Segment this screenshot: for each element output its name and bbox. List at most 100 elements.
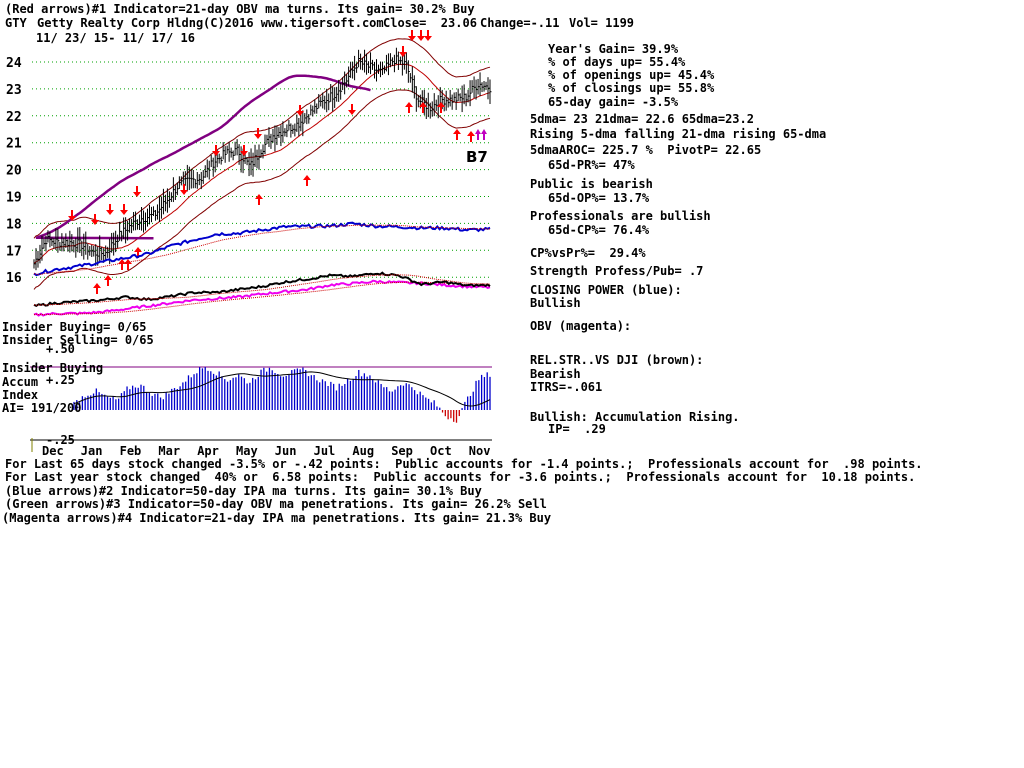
obv-label: OBV (magenta): (530, 319, 632, 333)
tick-label-20: 20 (6, 164, 22, 179)
sell-arrow-head (424, 36, 432, 41)
buy-arrow-head (104, 275, 112, 280)
insider-buying-label: Insider Buying (2, 361, 104, 375)
month-label-nov: Nov (469, 444, 491, 458)
month-label-sep: Sep (391, 444, 413, 458)
relstr-label: REL.STR..VS DJI (brown): (530, 353, 704, 367)
obv-line-ma (33, 281, 491, 316)
insider-buying-ratio: Insider Buying= 0/65 (2, 320, 147, 334)
month-label-dec: Dec (42, 444, 64, 458)
indicator-3-title: (Green arrows)#3 Indicator=50-day OBV ma… (5, 497, 547, 511)
accum-index-bars (73, 367, 491, 423)
buy-arrow-head (437, 102, 445, 107)
strength-ratio: Strength Profess/Pub= .7 (530, 264, 704, 278)
volume-value: Vol= 1199 (569, 16, 635, 30)
closing-power-label: CLOSING POWER (blue): (530, 283, 682, 297)
ma-65day (35, 74, 371, 240)
sell-arrow-head (417, 36, 425, 41)
buy-arrow-head (405, 102, 413, 107)
price-bands (33, 38, 491, 290)
sell-arrow-head (133, 192, 141, 197)
tick-label-16: 16 (6, 271, 22, 286)
summary-65day: For Last 65 days stock changed -3.5% or … (5, 457, 923, 471)
relstr-line-ma (33, 274, 491, 306)
company-name: Getty Realty Corp Hldng (37, 16, 204, 30)
professionals-status: Professionals are bullish (530, 209, 711, 223)
month-label-jul: Jul (314, 444, 336, 458)
sell-arrow-head (399, 52, 407, 57)
accum-tick-minus25: -.25 (46, 433, 75, 447)
buy-arrow-head (134, 247, 142, 252)
upper-band (33, 38, 491, 239)
tick-label-18: 18 (6, 217, 22, 232)
b7-signal-label: B7 (466, 148, 488, 166)
tick-label-19: 19 (6, 191, 22, 206)
cp-65day: 65d-CP%= 76.4% (548, 223, 650, 237)
copyright: (C)2016 www.tigersoft.com (203, 16, 384, 30)
price-chart: 24 23 22 21 20 19 18 17 16 Dec Jan Feb Mar Apr May Jun… (6, 30, 492, 458)
indicator-2-title: (Blue arrows)#2 Indicator=50-day IPA ma … (5, 484, 482, 498)
month-label-apr: Apr (197, 444, 219, 458)
tick-label-22: 22 (6, 110, 22, 125)
change-value: Change=-.11 (480, 16, 560, 30)
years-gain: Year's Gain= 39.9% (548, 42, 679, 56)
buy-arrow-head (419, 102, 427, 107)
aroc-pivot: 5dmaAROC= 225.7 % PivotP= 22.65 (530, 143, 762, 157)
accum-tick-plus50: +.50 (46, 342, 75, 356)
relstr-line (33, 271, 491, 308)
sell-arrow-head (240, 151, 248, 156)
sell-arrow-head (254, 134, 262, 139)
buy-arrow-head (118, 259, 126, 264)
indicator-1-title: (Red arrows)#1 Indicator=21-day OBV ma t… (5, 2, 475, 16)
public-status: Public is bearish (530, 177, 653, 191)
month-label-jun: Jun (275, 444, 297, 458)
closing-power-line (33, 221, 491, 277)
accum-ma (73, 371, 491, 407)
sell-arrow-head (212, 151, 220, 156)
buy-arrow-head (467, 131, 475, 136)
tick-label-24: 24 (6, 56, 22, 71)
buy-arrow-head (303, 175, 311, 180)
ip-value: IP= .29 (548, 422, 606, 436)
buy-arrow-head (93, 283, 101, 288)
lower-band (33, 89, 491, 290)
dma-direction: Rising 5-dma falling 21-dma rising 65-dm… (530, 127, 827, 141)
date-range: 11/ 23/ 15- 11/ 17/ 16 (36, 31, 195, 45)
accumulation-status: Bullish: Accumulation Rising. (530, 410, 740, 424)
month-label-jan: Jan (81, 444, 103, 458)
closing-power-value: Bullish (530, 296, 581, 310)
closing-power-line-ma (33, 224, 490, 275)
sell-arrow-head (68, 216, 76, 221)
sell-arrow-head (91, 220, 99, 225)
tick-label-21: 21 (6, 137, 22, 152)
buy-arrow-head (453, 129, 461, 134)
tick-label-23: 23 (6, 83, 22, 98)
days-up: % of days up= 55.4% (548, 55, 686, 69)
pr-65day: 65d-PR%= 47% (548, 158, 635, 172)
month-label-may: May (236, 444, 258, 458)
sell-arrow-head (348, 110, 356, 115)
summary-year: For Last year stock changed 40% or 6.58 … (5, 470, 916, 484)
buy-arrow-head (255, 194, 263, 199)
month-label-feb: Feb (120, 444, 142, 458)
sell-arrow-head (296, 111, 304, 116)
dma-values: 5dma= 23 21dma= 22.6 65dma=23.2 (530, 112, 754, 126)
sell-arrow-head (180, 190, 188, 195)
month-label-oct: Oct (430, 444, 452, 458)
buy-arrow-head (124, 259, 132, 264)
closings-up: % of closings up= 55.8% (548, 81, 715, 95)
month-label-aug: Aug (352, 444, 374, 458)
indicator-lines (33, 221, 491, 317)
accum-tick-plus25: +.25 (46, 373, 75, 387)
signal-arrows (68, 30, 487, 294)
sell-arrow-head (106, 210, 114, 215)
magenta-buy-arrow-head (481, 129, 487, 134)
openings-up: % of openings up= 45.4% (548, 68, 715, 82)
op-65day: 65d-OP%= 13.7% (548, 191, 650, 205)
month-label-mar: Mar (158, 444, 180, 458)
sell-arrow-head (408, 36, 416, 41)
accum-label: Accum (2, 375, 39, 389)
sell-arrow-head (120, 210, 128, 215)
magenta-buy-arrow-head (475, 129, 481, 134)
close-value: Close= 23.06 (383, 16, 477, 30)
